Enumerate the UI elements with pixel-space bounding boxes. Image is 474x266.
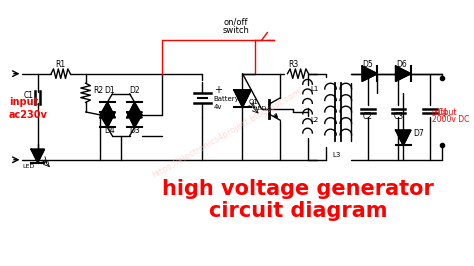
- Polygon shape: [362, 66, 377, 81]
- Text: switch: switch: [222, 26, 249, 35]
- Text: on/off: on/off: [224, 18, 248, 27]
- Text: D4: D4: [105, 126, 116, 135]
- Text: high voltage generator: high voltage generator: [162, 179, 434, 199]
- Text: D1: D1: [105, 86, 115, 95]
- Polygon shape: [396, 66, 411, 81]
- Text: +: +: [214, 85, 222, 95]
- Polygon shape: [100, 112, 115, 127]
- Text: D5: D5: [363, 60, 373, 69]
- Text: D2: D2: [129, 86, 140, 95]
- Text: C3: C3: [393, 112, 403, 121]
- Text: R3: R3: [288, 60, 298, 69]
- Text: D3: D3: [129, 126, 140, 135]
- Text: LED: LED: [254, 106, 266, 111]
- Polygon shape: [396, 130, 411, 146]
- Text: LED: LED: [22, 164, 34, 169]
- Text: R2: R2: [93, 86, 103, 95]
- Text: L2: L2: [310, 117, 319, 123]
- Text: 4v: 4v: [214, 104, 222, 110]
- Text: R1: R1: [55, 60, 66, 69]
- Polygon shape: [31, 149, 45, 163]
- Polygon shape: [100, 102, 115, 118]
- Text: D7: D7: [413, 129, 424, 138]
- Text: L1: L1: [310, 86, 319, 92]
- Text: https://electronics4project.blogspot.com/: https://electronics4project.blogspot.com…: [151, 86, 305, 180]
- Text: output: output: [432, 108, 457, 117]
- Text: circuit diagram: circuit diagram: [209, 201, 387, 221]
- Text: C2: C2: [363, 112, 373, 121]
- Text: ac230v: ac230v: [9, 110, 48, 120]
- Polygon shape: [234, 90, 251, 107]
- Text: Battery: Battery: [214, 97, 239, 102]
- Text: C4: C4: [438, 108, 448, 117]
- Text: Q1: Q1: [249, 99, 259, 105]
- Text: C1: C1: [23, 91, 33, 99]
- Polygon shape: [127, 102, 142, 118]
- Text: L3: L3: [332, 152, 340, 158]
- Polygon shape: [127, 112, 142, 127]
- Text: input: input: [9, 97, 38, 107]
- Text: 2000v DC: 2000v DC: [432, 115, 469, 124]
- Text: D6: D6: [396, 60, 407, 69]
